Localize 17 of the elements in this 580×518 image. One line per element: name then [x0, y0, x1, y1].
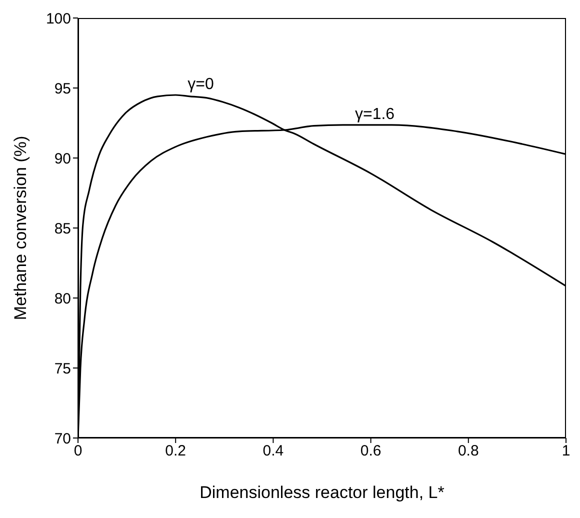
series-label: γ=1.6	[354, 106, 395, 123]
y-tick-label: 75	[54, 360, 71, 378]
y-tick-label: 95	[54, 80, 71, 98]
y-tick-label: 100	[46, 10, 71, 28]
x-tick-label: 1	[562, 442, 570, 460]
y-tick-label: 85	[54, 220, 71, 238]
x-axis-title: Dimensionless reactor length, L*	[200, 483, 445, 502]
y-tick-label: 80	[54, 290, 71, 308]
series-label: γ=0	[188, 76, 214, 93]
x-tick-label: 0.4	[262, 442, 284, 460]
y-axis-title: Methane conversion (%)	[11, 136, 30, 320]
x-tick-label: 0.2	[165, 442, 186, 460]
x-tick-label: 0	[74, 442, 82, 460]
y-tick-label: 70	[54, 430, 71, 448]
x-tick-label: 0.8	[458, 442, 479, 460]
y-tick-label: 90	[54, 150, 71, 168]
x-tick-label: 0.6	[360, 442, 382, 460]
